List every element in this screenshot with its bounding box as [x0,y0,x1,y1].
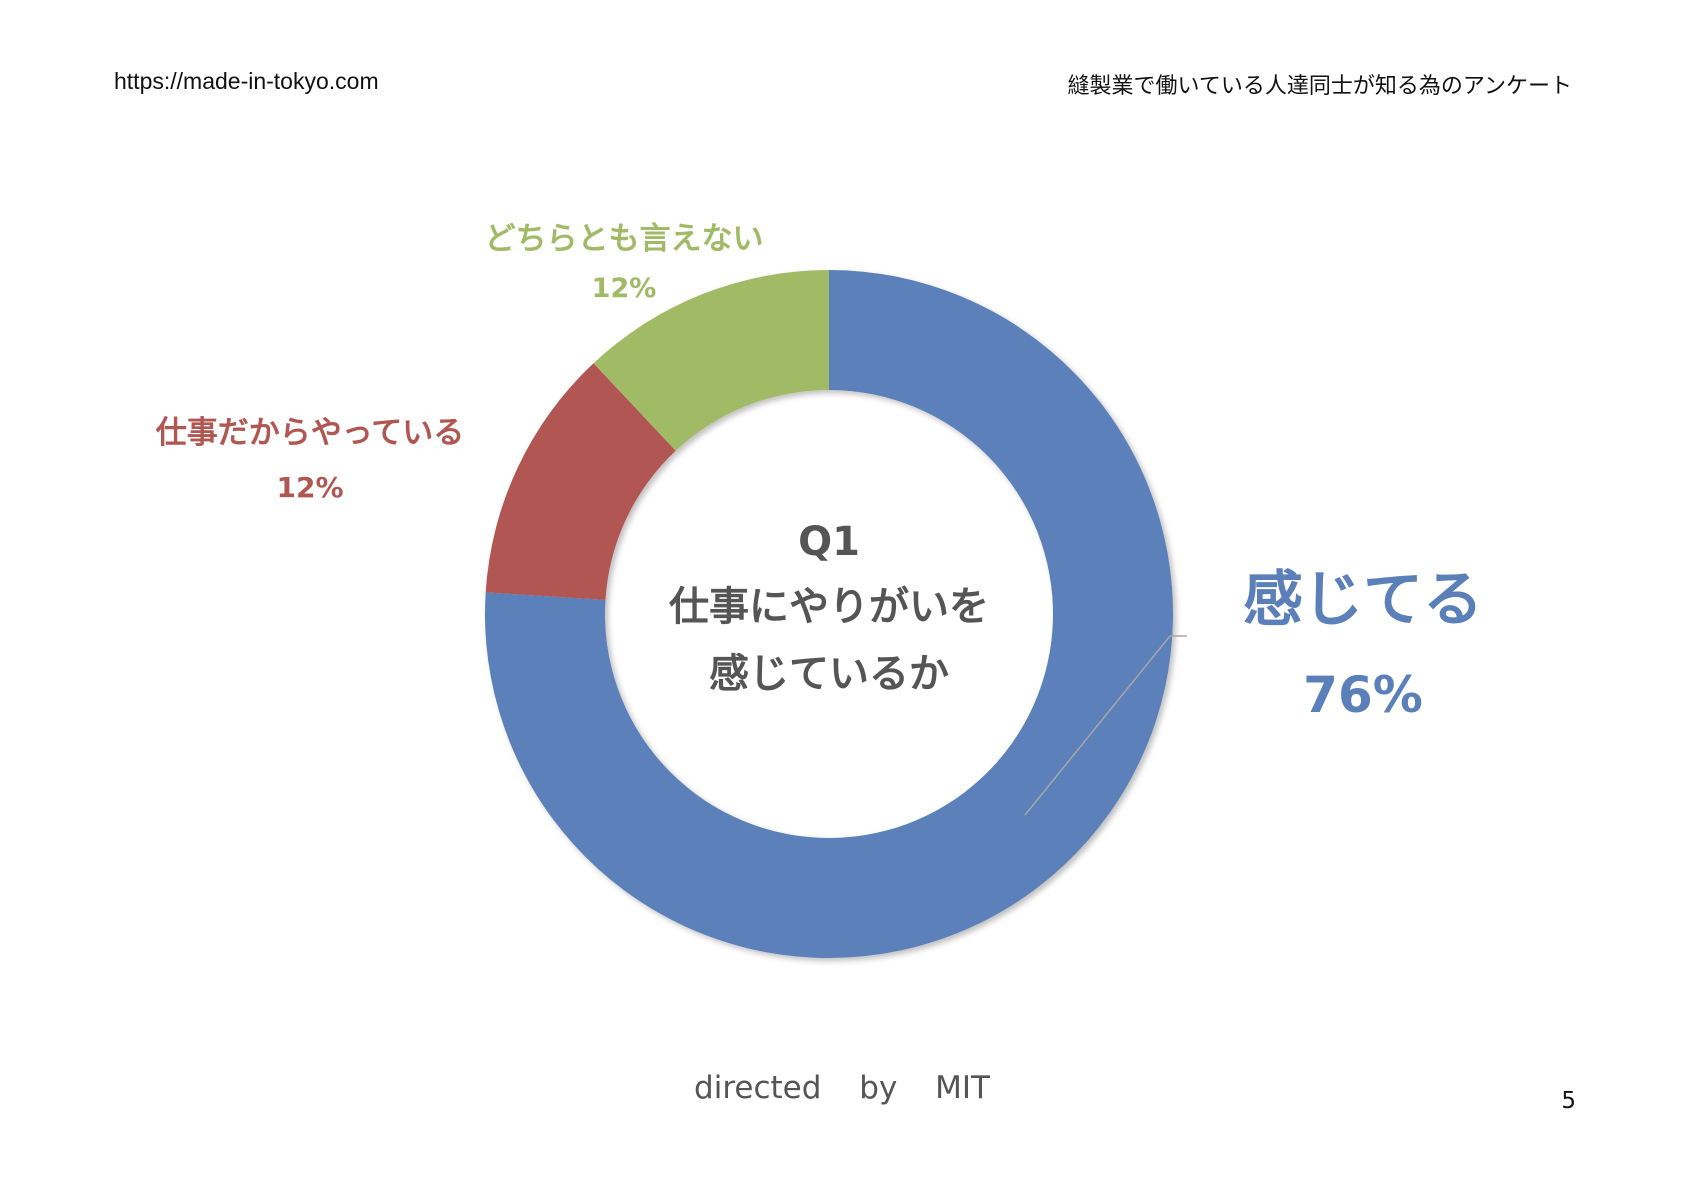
leader-line [1024,635,1171,816]
slice-label-3: どちらとも言えない [485,221,764,257]
donut-slice-1 [485,270,1174,958]
donut-slice-3 [593,270,829,451]
center-label-line-1: Q1 [798,519,860,565]
donut-slice-2 [485,363,676,600]
center-label-line-2: 仕事にやりがいを [669,584,989,630]
survey-title: 縫製業で働いている人達同士が知る為のアンケート [1067,74,1572,99]
page-number: 5 [1561,1088,1576,1114]
slice-value-2: 12% [276,471,343,504]
footer-credit: directed by MIT [694,1070,990,1106]
slice-label-1: 感じてる [1243,565,1483,635]
center-label-line-3: 感じているか [709,651,949,697]
slice-label-2: 仕事だからやっている [156,415,464,451]
site-url[interactable]: https://made-in-tokyo.com [114,68,379,94]
slice-value-1: 76% [1303,666,1423,724]
slice-value-3: 12% [592,273,657,304]
